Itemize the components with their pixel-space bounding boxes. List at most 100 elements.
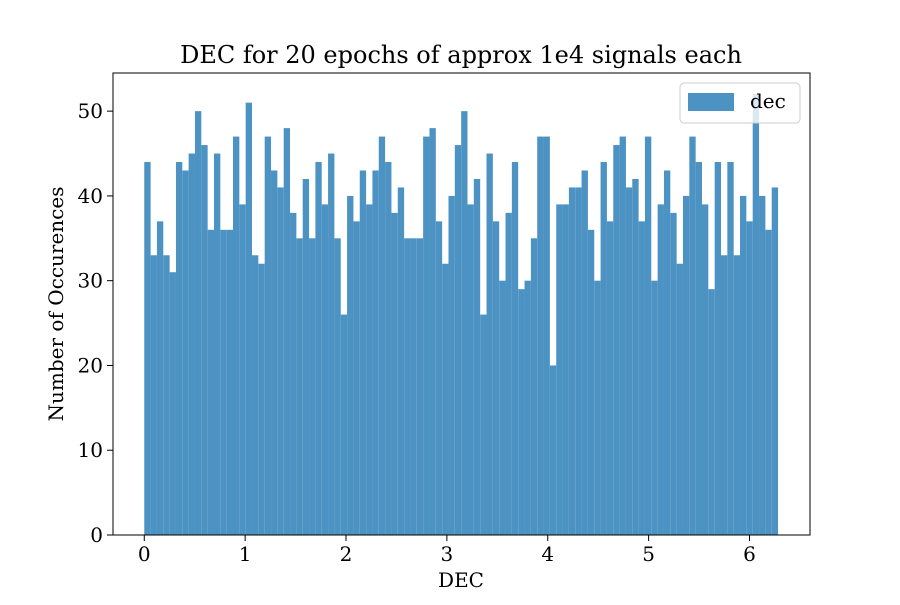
x-tick-label: 5 xyxy=(642,542,655,566)
histogram-bar xyxy=(340,314,348,535)
histogram-bar xyxy=(625,187,633,535)
histogram-bar xyxy=(765,229,772,535)
histogram-bar xyxy=(721,255,728,535)
histogram-bar xyxy=(562,204,569,535)
y-tick-label: 0 xyxy=(90,523,103,547)
x-tick-label: 6 xyxy=(743,542,756,566)
y-tick-label: 50 xyxy=(78,99,103,123)
x-tick-label: 1 xyxy=(239,542,252,566)
histogram-bar xyxy=(632,178,639,535)
histogram-bar xyxy=(175,162,183,536)
histogram-bar xyxy=(163,255,170,535)
histogram-bar xyxy=(473,178,481,535)
histogram-bar xyxy=(226,229,233,535)
histogram-bar xyxy=(543,136,550,535)
histogram-bar xyxy=(397,187,405,535)
histogram-bar xyxy=(670,212,677,535)
histogram-bar xyxy=(467,204,474,535)
histogram-bar xyxy=(682,195,690,536)
chart-title: DEC for 20 epochs of approx 1e4 signals … xyxy=(180,41,742,69)
histogram-bar xyxy=(448,195,455,536)
legend-label-dec: dec xyxy=(750,89,786,113)
x-tick-label: 4 xyxy=(541,542,554,566)
histogram-bar xyxy=(182,170,189,535)
x-ticks: 0 1 2 3 4 5 6 xyxy=(138,535,756,566)
histogram-bar xyxy=(657,204,664,535)
histogram-bar xyxy=(144,162,151,536)
histogram-bar xyxy=(353,221,360,535)
histogram-bar xyxy=(378,136,386,535)
histogram-bar xyxy=(619,136,626,535)
histogram-bar xyxy=(290,212,297,535)
histogram-bar xyxy=(638,221,645,535)
histogram-bar xyxy=(264,136,272,535)
histogram-bar xyxy=(575,187,582,535)
histogram-bar xyxy=(372,170,379,535)
histogram-bar xyxy=(404,238,411,536)
histogram-bar xyxy=(689,136,696,535)
histogram-bar xyxy=(220,229,227,535)
legend-swatch xyxy=(688,93,734,111)
histogram-bar xyxy=(600,162,607,536)
histogram-bar xyxy=(435,221,443,535)
histogram-bar xyxy=(150,255,157,535)
x-tick-label: 0 xyxy=(138,542,151,566)
bars-layer xyxy=(144,94,779,536)
plot-frame xyxy=(112,72,811,536)
histogram-bar xyxy=(676,263,683,535)
histogram-bar xyxy=(701,204,709,535)
histogram-bar xyxy=(499,280,506,535)
histogram-bar xyxy=(771,187,779,535)
histogram-bar xyxy=(695,162,702,536)
histogram-bar xyxy=(606,221,614,535)
histogram-bar xyxy=(733,255,741,535)
x-axis-label: DEC xyxy=(438,568,484,592)
histogram-bar xyxy=(594,280,601,535)
histogram-bar xyxy=(258,263,265,535)
histogram-bar xyxy=(359,170,367,535)
histogram-bar xyxy=(511,162,519,536)
y-tick-label: 20 xyxy=(78,353,103,377)
histogram-bar xyxy=(239,204,246,535)
histogram-bar xyxy=(232,136,240,535)
x-tick-label: 2 xyxy=(340,542,353,566)
legend: dec xyxy=(679,82,801,124)
histogram-bar xyxy=(245,102,253,535)
histogram-bar xyxy=(537,136,544,535)
y-axis-label: Number of Occurences xyxy=(44,187,68,422)
histogram-bar xyxy=(505,212,512,535)
histogram-bar xyxy=(296,238,303,536)
histogram-bar xyxy=(302,178,310,535)
histogram-bar xyxy=(188,153,195,535)
histogram-bar xyxy=(321,204,329,535)
histogram-bar xyxy=(156,221,164,535)
histogram-bar xyxy=(644,136,652,535)
y-tick-label: 10 xyxy=(78,438,103,462)
histogram-bar xyxy=(201,145,208,535)
histogram-bar xyxy=(556,204,563,535)
histogram-bar xyxy=(613,145,620,535)
histogram-bar xyxy=(328,153,335,535)
histogram-bar xyxy=(410,238,417,536)
histogram-bar xyxy=(549,365,557,535)
histogram-bar xyxy=(252,255,259,535)
histogram-bar xyxy=(530,238,538,536)
histogram-bar xyxy=(416,238,424,536)
histogram-bar xyxy=(347,195,354,536)
histogram-bar xyxy=(385,162,392,536)
y-ticks: 0 10 20 30 40 50 xyxy=(78,99,113,547)
histogram-bar xyxy=(492,221,500,535)
histogram-bar xyxy=(169,272,176,535)
histogram-bar xyxy=(334,238,341,536)
histogram-bar xyxy=(708,289,715,535)
histogram-bar xyxy=(587,229,595,535)
histogram-bar xyxy=(429,128,436,535)
histogram-bar xyxy=(480,314,487,535)
x-tick-label: 3 xyxy=(441,542,454,566)
histogram-bar xyxy=(391,212,398,535)
histogram-bar xyxy=(423,136,430,535)
histogram-bar xyxy=(524,280,531,535)
histogram-bar xyxy=(277,187,284,535)
